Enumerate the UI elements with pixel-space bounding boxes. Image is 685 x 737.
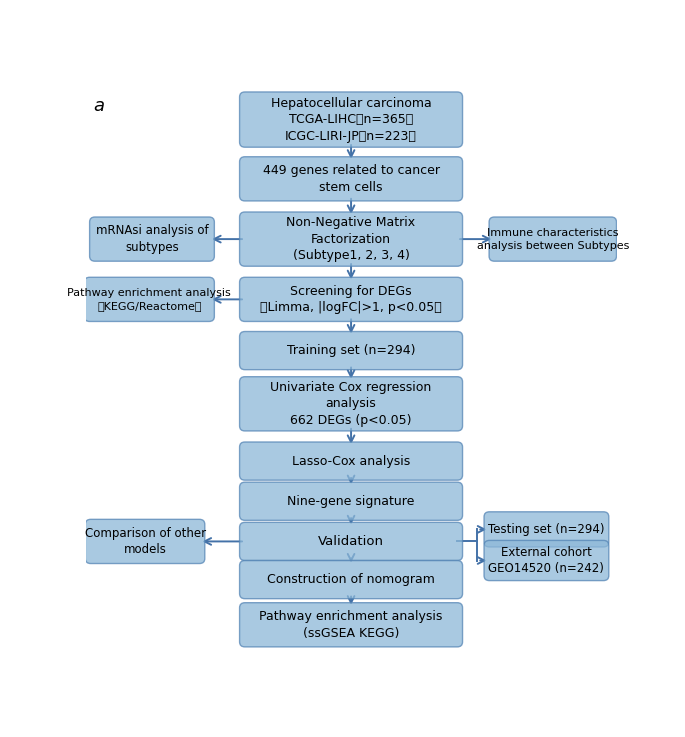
FancyBboxPatch shape	[240, 523, 462, 561]
FancyBboxPatch shape	[84, 277, 214, 321]
Text: a: a	[94, 97, 105, 115]
Text: External cohort
GEO14520 (n=242): External cohort GEO14520 (n=242)	[488, 546, 604, 576]
FancyBboxPatch shape	[240, 442, 462, 481]
Text: Training set (n=294): Training set (n=294)	[287, 344, 415, 357]
FancyBboxPatch shape	[240, 212, 462, 266]
Text: Lasso-Cox analysis: Lasso-Cox analysis	[292, 455, 410, 467]
Text: Univariate Cox regression
analysis
662 DEGs (p<0.05): Univariate Cox regression analysis 662 D…	[271, 381, 432, 427]
Text: Nine-gene signature: Nine-gene signature	[288, 495, 414, 508]
FancyBboxPatch shape	[240, 332, 462, 370]
FancyBboxPatch shape	[484, 540, 609, 581]
FancyBboxPatch shape	[240, 157, 462, 201]
FancyBboxPatch shape	[240, 277, 462, 321]
Text: Testing set (n=294): Testing set (n=294)	[488, 523, 605, 536]
FancyBboxPatch shape	[489, 217, 616, 261]
FancyBboxPatch shape	[240, 92, 462, 147]
Text: Immune characteristics
analysis between Subtypes: Immune characteristics analysis between …	[477, 228, 629, 251]
Text: Pathway enrichment analysis
（KEGG/Reactome）: Pathway enrichment analysis （KEGG/Reacto…	[67, 288, 232, 311]
FancyBboxPatch shape	[484, 511, 609, 547]
FancyBboxPatch shape	[240, 377, 462, 431]
Text: Validation: Validation	[318, 535, 384, 548]
Text: Construction of nomogram: Construction of nomogram	[267, 573, 435, 586]
Text: mRNAsi analysis of
subtypes: mRNAsi analysis of subtypes	[96, 224, 208, 254]
Text: Hepatocellular carcinoma
TCGA-LIHC（n=365）
ICGC-LIRI-JP（n=223）: Hepatocellular carcinoma TCGA-LIHC（n=365…	[271, 97, 432, 142]
Text: 449 genes related to cancer
stem cells: 449 genes related to cancer stem cells	[262, 164, 440, 194]
Text: Non-Negative Matrix
Factorization
(Subtype1, 2, 3, 4): Non-Negative Matrix Factorization (Subty…	[286, 216, 416, 262]
FancyBboxPatch shape	[86, 520, 205, 564]
Text: Comparison of other
models: Comparison of other models	[84, 527, 206, 556]
FancyBboxPatch shape	[90, 217, 214, 261]
Text: Screening for DEGs
（Limma, |logFC|>1, p<0.05）: Screening for DEGs （Limma, |logFC|>1, p<…	[260, 284, 442, 314]
Text: Pathway enrichment analysis
(ssGSEA KEGG): Pathway enrichment analysis (ssGSEA KEGG…	[260, 610, 443, 640]
FancyBboxPatch shape	[240, 603, 462, 647]
FancyBboxPatch shape	[240, 482, 462, 520]
FancyBboxPatch shape	[240, 561, 462, 598]
